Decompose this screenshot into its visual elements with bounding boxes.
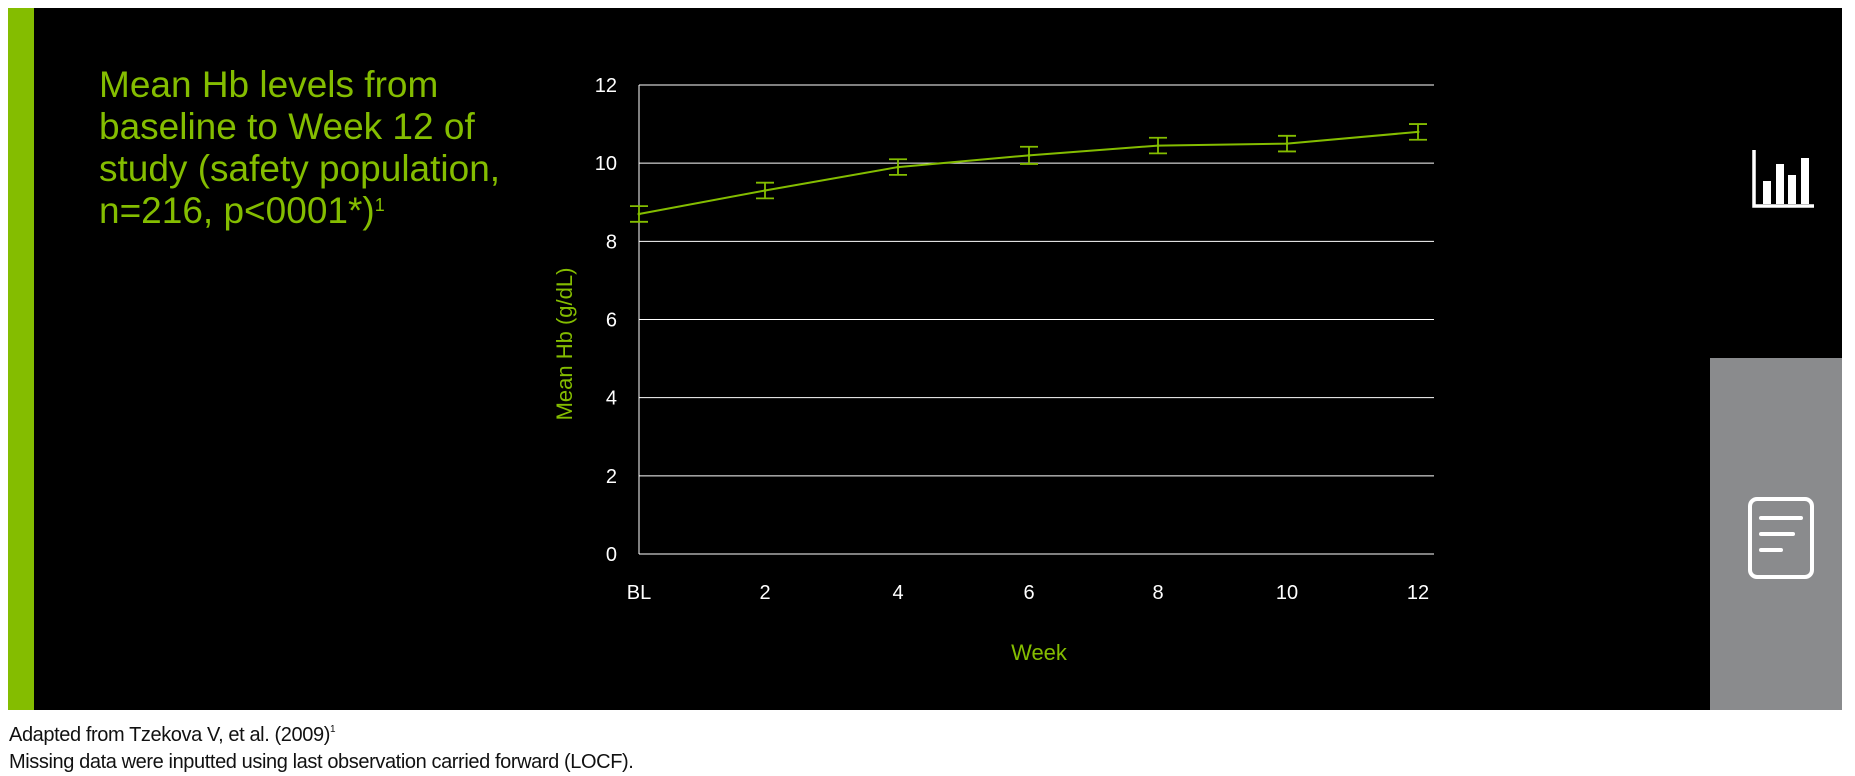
footnote-source-text: Adapted from Tzekova V, et al. (2009) <box>9 724 330 746</box>
chart-title-text: Mean Hb levels from baseline to Week 12 … <box>99 64 501 231</box>
x-tick-label-BL: BL <box>627 582 651 604</box>
footnote-source: Adapted from Tzekova V, et al. (2009)1 <box>9 722 633 749</box>
line-chart: 0 2 4 6 8 10 12 BL 2 4 6 8 10 12 Mean Hb (g/dL) Week <box>552 75 1434 665</box>
y-tick-label-8: 8 <box>606 231 617 253</box>
chart-title-ref: 1 <box>374 195 385 215</box>
y-tick-label-0: 0 <box>606 544 617 566</box>
x-tick-label-8: 8 <box>1152 582 1163 604</box>
x-tick-label-4: 4 <box>892 582 903 604</box>
footnote-locf-text: Missing data were inputted using last ob… <box>9 751 634 773</box>
chart-view-tab[interactable] <box>1710 8 1842 358</box>
x-tick-label-2: 2 <box>759 582 770 604</box>
x-tick-labels: BL 2 4 6 8 10 12 <box>627 582 1429 604</box>
data-point-8 <box>1156 144 1160 148</box>
y-tick-label-12: 12 <box>595 75 617 97</box>
y-tick-label-4: 4 <box>606 388 617 410</box>
data-point-10 <box>1285 142 1289 146</box>
document-icon[interactable] <box>1747 496 1815 580</box>
y-axis-title: Mean Hb (g/dL) <box>552 268 577 421</box>
footnote-locf: Missing data were inputted using last ob… <box>9 749 634 776</box>
series-group <box>630 123 1427 223</box>
y-tick-labels: 0 2 4 6 8 10 12 <box>595 75 617 566</box>
data-point-12 <box>1416 130 1420 134</box>
x-tick-label-10: 10 <box>1276 582 1298 604</box>
x-tick-label-6: 6 <box>1023 582 1034 604</box>
footnote-source-ref: 1 <box>329 724 336 735</box>
bar-chart-icon[interactable] <box>1750 146 1816 212</box>
series-line-0 <box>638 130 1419 215</box>
data-point-6 <box>1027 153 1031 157</box>
gridlines <box>638 84 1434 555</box>
chart-panel: Mean Hb levels from baseline to Week 12 … <box>8 8 1842 710</box>
accent-bar <box>8 8 34 710</box>
data-point-2 <box>763 189 767 193</box>
chart-title: Mean Hb levels from baseline to Week 12 … <box>99 64 529 232</box>
x-axis-title: Week <box>1011 640 1068 665</box>
y-tick-label-10: 10 <box>595 153 617 175</box>
y-tick-label-2: 2 <box>606 466 617 488</box>
footnotes: Adapted from Tzekova V, et al. (2009)1 M… <box>9 722 634 776</box>
data-point-BL <box>637 212 641 216</box>
y-tick-label-6: 6 <box>606 310 617 332</box>
data-point-4 <box>896 165 900 169</box>
x-tick-label-12: 12 <box>1407 582 1429 604</box>
references-tab[interactable] <box>1710 358 1842 710</box>
